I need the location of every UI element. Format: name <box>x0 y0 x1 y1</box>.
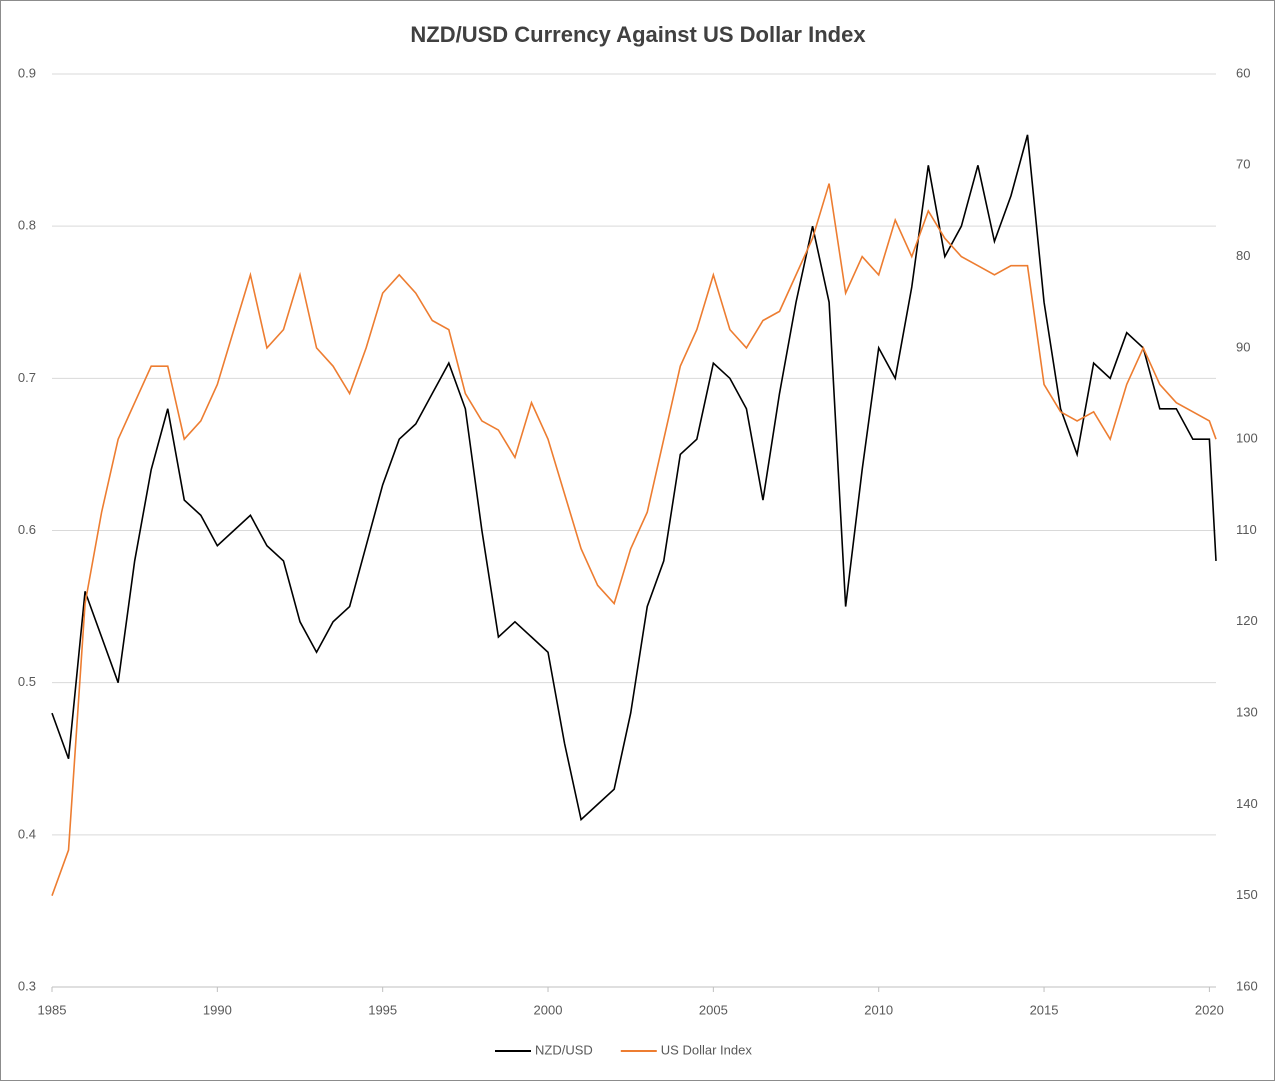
x-tick-label: 2000 <box>534 1002 563 1017</box>
y-tick-label: 0.7 <box>18 370 36 385</box>
y2-tick-label: 110 <box>1236 522 1257 537</box>
y-tick-label: 0.6 <box>18 522 36 537</box>
y2-tick-label: 120 <box>1236 613 1258 628</box>
series-line <box>51 183 1217 896</box>
x-tick-label: 2020 <box>1195 1002 1224 1017</box>
x-tick-label: 1985 <box>38 1002 67 1017</box>
x-tick-label: 1990 <box>203 1002 232 1017</box>
y-tick-label: 0.8 <box>18 218 36 233</box>
x-tick-label: 1995 <box>368 1002 397 1017</box>
x-tick-label: 2005 <box>699 1002 728 1017</box>
y2-tick-label: 100 <box>1236 431 1258 446</box>
y2-tick-label: 90 <box>1236 339 1250 354</box>
y2-tick-label: 150 <box>1236 887 1258 902</box>
y-tick-label: 0.3 <box>18 978 36 993</box>
series-line <box>51 134 1217 822</box>
x-tick-label: 2015 <box>1030 1002 1059 1017</box>
y2-tick-label: 160 <box>1236 978 1258 993</box>
y-tick-label: 0.5 <box>18 674 36 689</box>
y-tick-label: 0.9 <box>18 65 36 80</box>
chart-title: NZD/USD Currency Against US Dollar Index <box>410 22 866 47</box>
y2-tick-label: 60 <box>1236 65 1250 80</box>
legend-label: US Dollar Index <box>661 1042 753 1057</box>
y2-tick-label: 80 <box>1236 248 1250 263</box>
y2-tick-label: 70 <box>1236 157 1250 172</box>
y-tick-label: 0.4 <box>18 826 36 841</box>
x-tick-label: 2010 <box>864 1002 893 1017</box>
y2-tick-label: 140 <box>1236 796 1258 811</box>
y2-tick-label: 130 <box>1236 705 1258 720</box>
legend-label: NZD/USD <box>535 1042 593 1057</box>
